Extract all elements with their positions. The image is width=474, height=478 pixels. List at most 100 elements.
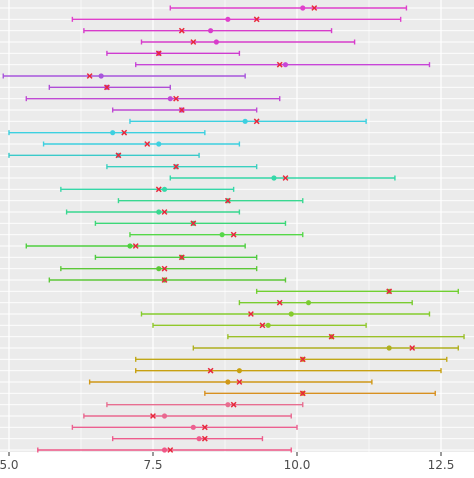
observed-cross (103, 84, 110, 91)
cross-stroke (161, 265, 168, 272)
interval-row (255, 288, 459, 295)
cross-stroke (161, 209, 168, 215)
observed-cross (121, 129, 128, 136)
observed-cross (161, 265, 168, 272)
estimate-dot (167, 96, 173, 102)
estimate-dot (386, 345, 392, 351)
interval-row (83, 27, 333, 34)
observed-cross (236, 379, 243, 385)
estimate-dot (282, 62, 289, 68)
estimate-dot (161, 413, 168, 419)
observed-cross (299, 356, 306, 363)
interval-row (106, 50, 241, 57)
x-tick-label: 10.0 (284, 458, 311, 472)
cross-stroke (161, 277, 168, 283)
interval-row (94, 254, 258, 261)
estimate-dot (236, 368, 242, 374)
interval-row (88, 379, 373, 385)
interval-row (152, 322, 367, 329)
interval-row (129, 118, 367, 125)
interval-row (25, 243, 246, 249)
interval-row (140, 39, 356, 45)
interval-row (2, 73, 246, 79)
interval-row (111, 107, 258, 113)
observed-cross (230, 401, 237, 408)
interval-row (192, 345, 459, 351)
interval-row (42, 141, 241, 147)
interval-row (204, 390, 436, 397)
cross-stroke (386, 288, 393, 295)
cross-stroke (224, 197, 231, 204)
cross-stroke (155, 186, 162, 193)
interval-row (106, 401, 304, 408)
cross-stroke (86, 73, 93, 79)
observed-cross (155, 50, 162, 57)
cross-stroke (328, 333, 335, 340)
interval-row (238, 299, 413, 306)
observed-cross (201, 435, 208, 442)
observed-cross (167, 447, 174, 453)
interval-row (106, 163, 258, 170)
estimate-dot (300, 5, 306, 11)
estimate-dot (190, 424, 196, 430)
interval-row (135, 367, 442, 374)
interval-row (129, 231, 304, 238)
estimate-dot (156, 209, 162, 215)
cross-stroke (311, 5, 318, 11)
observed-cross (409, 345, 416, 351)
interval-row (8, 152, 200, 159)
observed-cross (161, 277, 168, 283)
estimate-dot (156, 266, 162, 272)
cross-stroke (115, 152, 122, 159)
interval-row (37, 447, 292, 453)
observed-cross (230, 231, 237, 238)
estimate-dot (265, 322, 271, 328)
interval-row (83, 413, 292, 419)
observed-cross (132, 243, 139, 249)
cross-stroke (230, 231, 237, 238)
observed-cross (86, 73, 93, 79)
observed-cross (178, 27, 185, 34)
interval-row (169, 175, 396, 181)
x-tick-label: 5.0 (0, 458, 19, 472)
x-axis: 5.0 7.5 10.0 12.5 (0, 452, 454, 472)
cross-stroke (253, 118, 260, 125)
observed-cross (282, 175, 289, 181)
observed-cross (328, 333, 335, 340)
cross-stroke (178, 107, 185, 113)
estimate-dot (110, 130, 116, 136)
observed-cross (190, 220, 197, 227)
estimate-dot (161, 186, 168, 192)
cross-stroke (276, 299, 283, 306)
cross-stroke (253, 16, 260, 23)
observed-cross (276, 299, 283, 306)
observed-cross (155, 186, 162, 193)
cross-stroke (144, 141, 151, 147)
cross-stroke (276, 61, 283, 68)
cross-stroke (103, 84, 110, 91)
interval-row (227, 333, 465, 340)
cross-stroke (201, 424, 208, 431)
observed-cross (161, 209, 168, 215)
estimate-dot (219, 232, 225, 238)
interval-row (8, 129, 206, 136)
observed-cross (311, 5, 318, 11)
interval-row (135, 356, 448, 363)
interval-row (117, 197, 304, 204)
observed-cross (201, 424, 208, 431)
interval-row (60, 186, 235, 193)
cross-stroke (150, 413, 156, 419)
observed-cross (253, 118, 260, 125)
estimate-dot (288, 311, 294, 317)
estimate-dot (196, 436, 202, 442)
observed-cross (173, 95, 179, 102)
observed-cross (224, 197, 231, 204)
observed-cross (207, 367, 214, 374)
estimate-dot (161, 447, 168, 453)
estimate-dot (225, 16, 231, 22)
cross-stroke (178, 27, 185, 34)
interval-row (25, 95, 281, 102)
cross-stroke (259, 322, 266, 329)
